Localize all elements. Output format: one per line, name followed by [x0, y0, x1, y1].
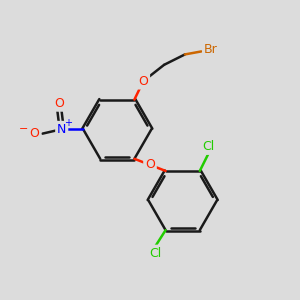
Text: Br: Br — [204, 44, 218, 56]
Text: Cl: Cl — [202, 140, 215, 153]
Text: +: + — [64, 118, 72, 128]
Text: Cl: Cl — [149, 247, 161, 260]
Text: O: O — [30, 127, 40, 140]
Text: O: O — [138, 75, 148, 88]
Text: −: − — [19, 124, 29, 134]
Text: O: O — [145, 158, 155, 171]
Text: O: O — [54, 97, 64, 110]
Text: N: N — [57, 123, 66, 136]
